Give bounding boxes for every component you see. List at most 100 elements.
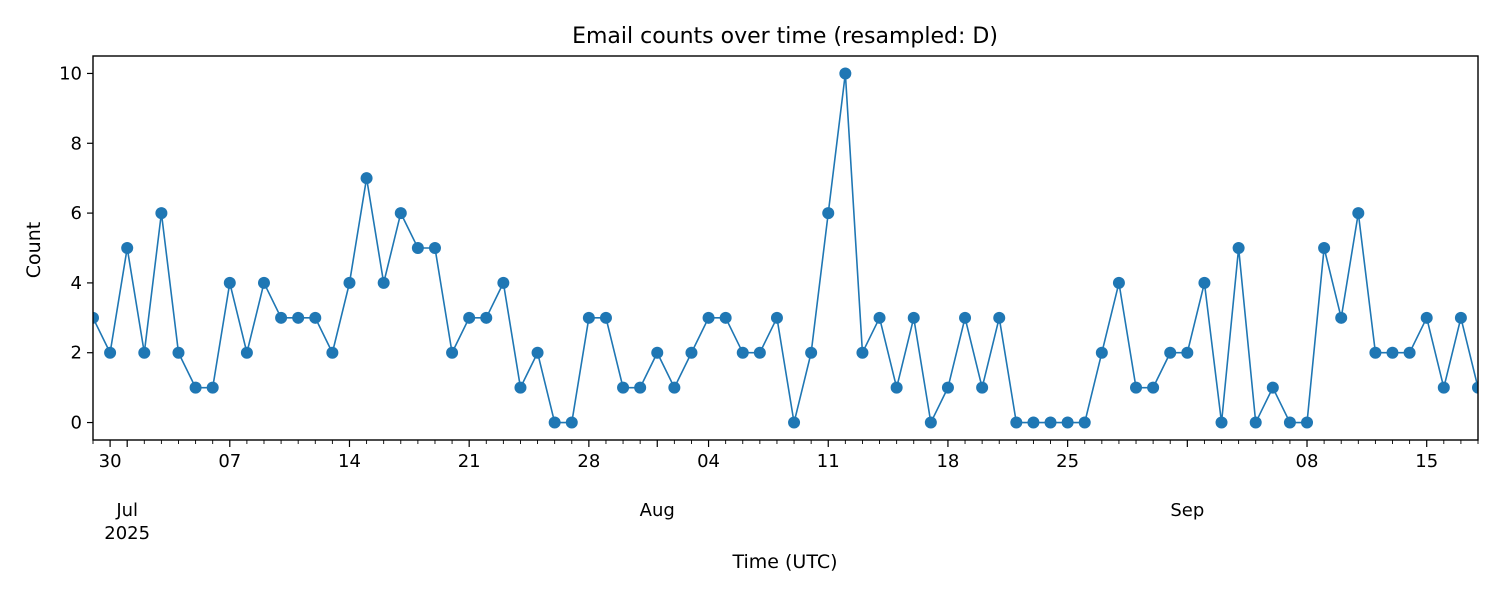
data-point (873, 311, 886, 324)
data-point (1437, 381, 1450, 394)
data-point (924, 416, 937, 429)
data-point (326, 346, 339, 359)
data-point (121, 242, 134, 254)
data-point (93, 311, 99, 324)
data-point (890, 381, 903, 394)
data-point (360, 172, 373, 185)
y-tick-label: 0 (71, 413, 82, 434)
data-point (822, 207, 835, 220)
y-axis: 0 2 4 6 8 10 (59, 63, 93, 434)
data-point (377, 276, 390, 289)
data-point (104, 346, 117, 359)
data-point (1283, 416, 1296, 429)
data-point (257, 276, 270, 289)
data-point (292, 311, 305, 324)
data-point (1215, 416, 1228, 429)
data-point (1130, 381, 1143, 394)
data-point (599, 311, 612, 324)
data-point (497, 276, 510, 289)
data-point (1112, 276, 1125, 289)
data-point (719, 311, 732, 324)
data-point (1472, 381, 1478, 394)
data-point (343, 276, 356, 289)
x-tick-label: 18 (936, 451, 959, 472)
data-point (548, 416, 561, 429)
data-point (138, 346, 151, 359)
data-point (1335, 311, 1348, 324)
x-tick-label: 28 (577, 451, 600, 472)
x-tick-label: 07 (218, 451, 241, 472)
data-point (1249, 416, 1262, 429)
data-point (1198, 276, 1211, 289)
data-point (907, 311, 920, 324)
data-point (634, 381, 647, 394)
data-point (514, 381, 527, 394)
data-point (206, 381, 219, 394)
data-point (189, 381, 202, 394)
data-point (155, 207, 168, 220)
data-point (1232, 242, 1245, 254)
data-point (309, 311, 322, 324)
data-point (1266, 381, 1279, 394)
plot-area (93, 67, 1478, 429)
data-point (223, 276, 236, 289)
data-point (1061, 416, 1074, 429)
data-point (941, 381, 954, 394)
x-tick-label: 15 (1415, 451, 1438, 472)
data-point (993, 311, 1006, 324)
x-year-label: 2025 (104, 523, 150, 544)
data-point (1164, 346, 1177, 359)
data-point (480, 311, 493, 324)
x-tick-label: 30 (99, 451, 122, 472)
data-point (463, 311, 476, 324)
plot-frame (92, 55, 1479, 441)
data-point (1420, 311, 1433, 324)
series-line (93, 73, 1478, 426)
data-point (685, 346, 698, 359)
data-point (1301, 416, 1314, 429)
data-point (959, 311, 972, 324)
data-point (770, 311, 783, 324)
data-point (702, 311, 715, 324)
x-tick-label: 11 (817, 451, 840, 472)
y-tick-label: 10 (59, 63, 82, 84)
data-point (668, 381, 681, 394)
x-tick-label: 08 (1296, 451, 1319, 472)
data-point (805, 346, 818, 359)
data-point (1403, 346, 1416, 359)
x-tick-label: 21 (458, 451, 481, 472)
data-point (1027, 416, 1040, 429)
data-point (1010, 416, 1023, 429)
data-point (240, 346, 253, 359)
y-tick-label: 2 (71, 343, 82, 364)
x-axis-label: Time (UTC) (731, 551, 837, 573)
data-point (753, 346, 766, 359)
data-point (1352, 207, 1365, 220)
data-point (531, 346, 544, 359)
x-tick-label: 25 (1056, 451, 1079, 472)
x-month-label: Jul (115, 500, 138, 521)
data-point (736, 346, 749, 359)
data-point (1095, 346, 1108, 359)
y-tick-label: 6 (71, 203, 82, 224)
data-point (428, 242, 441, 254)
data-point (1386, 346, 1399, 359)
y-tick-label: 8 (71, 133, 82, 154)
x-month-label: Aug (640, 500, 675, 521)
data-point (275, 311, 288, 324)
data-point (1318, 242, 1331, 254)
y-axis-label: Count (23, 222, 45, 278)
data-point (1147, 381, 1160, 394)
data-point (1044, 416, 1057, 429)
data-point (565, 416, 578, 429)
chart-title: Email counts over time (resampled: D) (572, 24, 998, 49)
data-point (1369, 346, 1382, 359)
y-tick-label: 4 (71, 273, 82, 294)
data-point (976, 381, 989, 394)
data-point (582, 311, 595, 324)
x-month-label: Sep (1170, 500, 1204, 521)
data-point (394, 207, 407, 220)
data-point (651, 346, 664, 359)
